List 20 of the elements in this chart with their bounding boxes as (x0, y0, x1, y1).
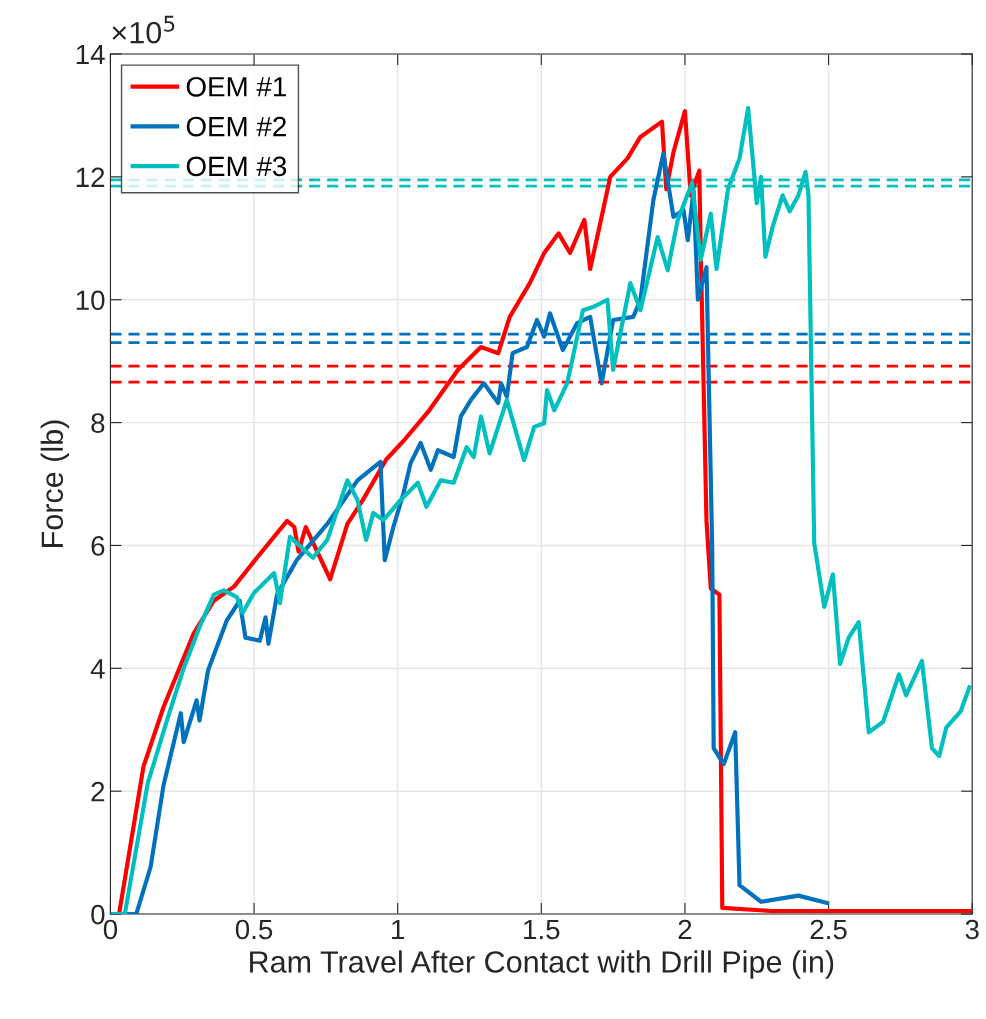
y-tick-label: 10 (76, 290, 105, 311)
y-tick-label: 12 (76, 167, 105, 187)
legend-label: OEM #3 (186, 156, 287, 177)
y-tick-label: 0 (91, 904, 105, 925)
x-tick-label: 1 (392, 919, 405, 940)
y-tick-label: 4 (90, 659, 105, 679)
y-tick-label: 8 (91, 413, 105, 433)
text: ×10$^{5}$ (112, 15, 175, 44)
x-axis-title: Ram Travel After Contact with Drill Pipe (in) (250, 950, 834, 979)
y-tick-label: 14 (76, 44, 105, 65)
legend-label: OEM #2 (186, 116, 286, 137)
x-tick-label: 3 (965, 919, 979, 940)
legend-label: OEM #1 (186, 76, 286, 97)
x-tick-label: 2 (678, 919, 692, 940)
x-tick-label: 2.5 (810, 919, 847, 940)
y-axis-title: Force (lb) (40, 420, 70, 547)
y-tick-label: 2 (91, 781, 105, 802)
x-tick-label: 1.5 (524, 919, 560, 940)
y-tick-label: 6 (91, 536, 105, 556)
x-tick-label: 0.5 (235, 919, 273, 940)
